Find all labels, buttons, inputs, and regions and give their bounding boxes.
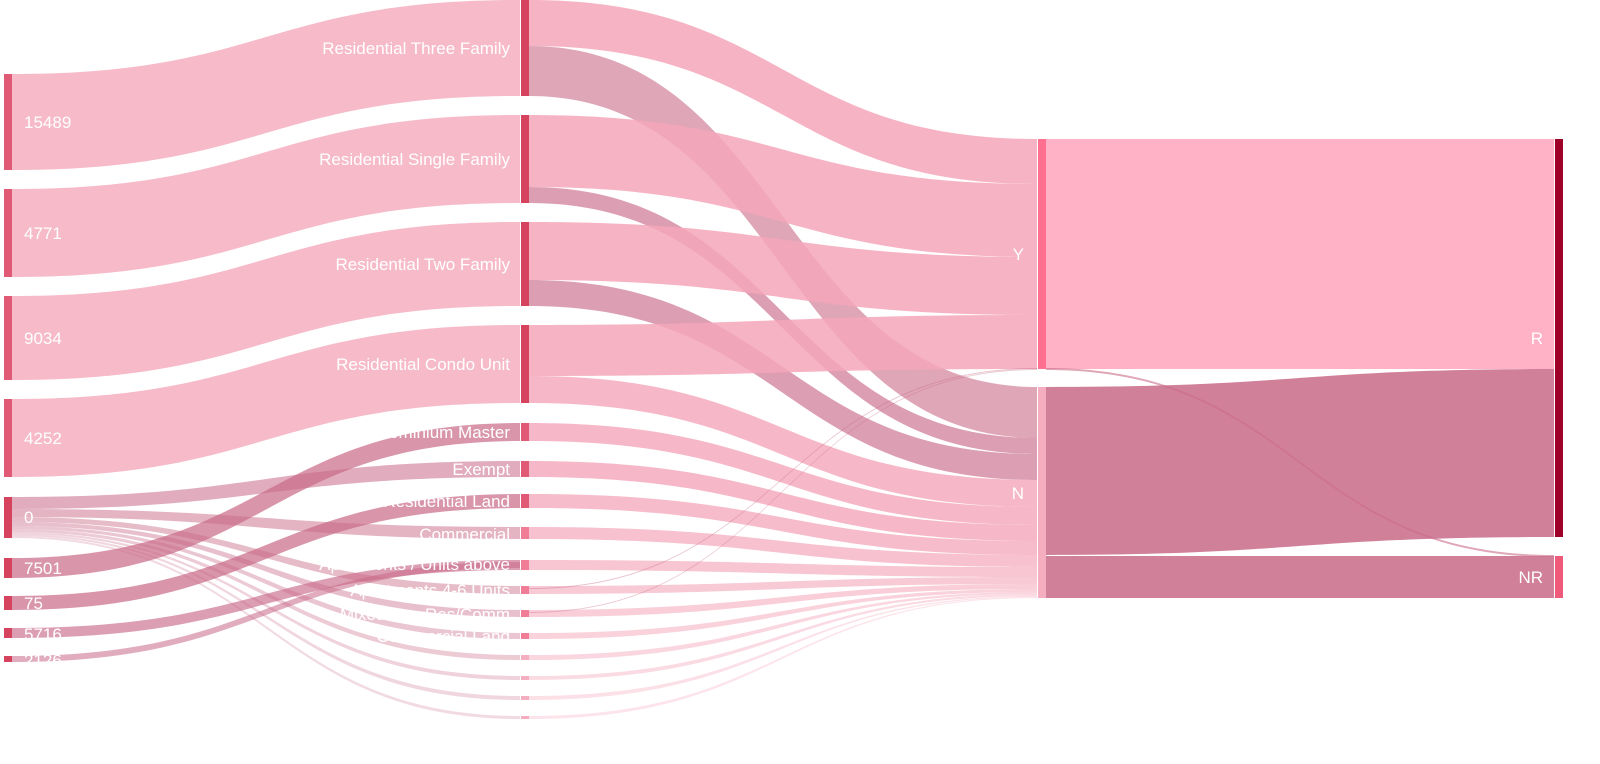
node-bar-apartments-7-30[interactable] <box>521 676 529 680</box>
node-bar-15489[interactable] <box>4 74 12 170</box>
link-apts-7-30-n <box>529 594 1037 680</box>
link-0-apts-7-30 <box>12 532 520 680</box>
node-bar-n[interactable] <box>1038 387 1046 598</box>
link-condo-unit-n <box>529 376 1037 507</box>
link-75-res-land <box>12 494 520 610</box>
node-label-7501: 7501 <box>24 559 62 578</box>
node-bar-commercial-land[interactable] <box>521 633 529 639</box>
link-industrial-n <box>529 592 1037 660</box>
node-label-n: N <box>1012 484 1024 503</box>
link-0-apts-30-plus <box>12 536 520 719</box>
node-bar-condominium-master[interactable] <box>521 423 529 441</box>
link-thin-y <box>529 368 1037 589</box>
node-label-2126: 2126 <box>24 651 62 670</box>
node-bar-75[interactable] <box>4 596 12 610</box>
node-label-y: Y <box>1013 245 1024 264</box>
node-bar-9034[interactable] <box>4 296 12 380</box>
node-bar-exempt-121a[interactable] <box>521 696 529 700</box>
node-layer <box>4 0 1563 719</box>
node-bar-2126[interactable] <box>4 656 12 662</box>
node-bar-y[interactable] <box>1038 139 1046 369</box>
node-bar-apartments-units-above[interactable] <box>521 560 529 570</box>
node-label-residential-condo-unit: Residential Condo Unit <box>336 355 510 374</box>
node-label-residential-single-family: Residential Single Family <box>319 150 510 169</box>
link-res-land-n <box>529 494 1037 555</box>
link-condo-unit-y <box>529 315 1037 376</box>
link-0-exempt <box>12 461 520 509</box>
label-layer: 15489 4771 9034 4252 0 7501 75 5716 2126… <box>24 39 1543 670</box>
node-label-residential-three-family: Residential Three Family <box>322 39 510 58</box>
link-0-exempt-121a <box>12 534 520 700</box>
link-two-family-y <box>529 222 1037 315</box>
node-bar-apartments-30-plus[interactable] <box>521 716 529 719</box>
link-layer <box>12 0 1554 719</box>
node-label-75: 75 <box>24 594 43 613</box>
node-bar-5716[interactable] <box>4 628 12 638</box>
node-label-exempt: Exempt <box>452 460 510 479</box>
node-bar-mixed-use[interactable] <box>521 610 529 617</box>
node-bar-4771[interactable] <box>4 189 12 277</box>
link-exempt-121a-n <box>529 596 1037 700</box>
node-bar-industrial[interactable] <box>521 655 529 660</box>
link-apts-30-plus-n <box>529 597 1037 719</box>
node-label-0: 0 <box>24 508 33 527</box>
node-label-9034: 9034 <box>24 329 62 348</box>
node-bar-apartments-4-6-units[interactable] <box>521 586 529 594</box>
link-7501-condo-master <box>12 423 520 578</box>
link-mixed-use-n <box>529 584 1037 617</box>
node-bar-4252[interactable] <box>4 399 12 477</box>
node-label-4252: 4252 <box>24 429 62 448</box>
link-two-family-n <box>529 280 1037 480</box>
node-label-residential-two-family: Residential Two Family <box>336 255 511 274</box>
link-4252-condo-unit <box>12 325 520 477</box>
node-bar-residential-single-family[interactable] <box>521 115 529 203</box>
node-label-commercial: Commercial <box>419 525 510 544</box>
node-label-condominium-master: Condominium Master <box>348 423 510 442</box>
link-n-nr <box>1046 556 1554 598</box>
node-label-5716: 5716 <box>24 625 62 644</box>
node-label-mixed-use: Mixed Use Res/Comm <box>340 605 510 624</box>
link-commercial-n <box>529 527 1037 567</box>
node-label-r: R <box>1531 329 1543 348</box>
node-label-apartments-units-above: Apartments / Units above <box>319 555 510 574</box>
node-bar-residential-condo-unit[interactable] <box>521 325 529 403</box>
node-bar-commercial[interactable] <box>521 527 529 539</box>
node-bar-7501[interactable] <box>4 558 12 578</box>
link-apts-4-6-n <box>529 577 1037 594</box>
link-apts-above-n <box>529 560 1037 577</box>
link-15489-three-family <box>12 0 520 170</box>
node-label-commercial-land: Commercial Land <box>377 627 510 646</box>
node-label-apartments-4-6-units: Apartments 4-6 Units <box>350 581 510 600</box>
link-single-family-y <box>529 115 1037 257</box>
node-bar-residential-two-family[interactable] <box>521 222 529 306</box>
link-0-commercial <box>12 509 520 539</box>
link-exempt-n <box>529 461 1037 541</box>
node-label-15489: 15489 <box>24 113 71 132</box>
node-label-4771: 4771 <box>24 224 62 243</box>
link-comm-land-n <box>529 589 1037 639</box>
link-condo-master-n <box>529 423 1037 525</box>
node-label-nr: NR <box>1518 568 1543 587</box>
node-bar-residential-three-family[interactable] <box>521 0 529 96</box>
node-bar-residential-land[interactable] <box>521 494 529 508</box>
node-bar-exempt[interactable] <box>521 461 529 477</box>
link-y-nr <box>1046 368 1554 557</box>
link-0-comm-land <box>12 526 520 639</box>
link-0-mixed-use <box>12 522 520 617</box>
link-thin-y-2 <box>529 369 1037 613</box>
link-5716-apts-above <box>12 560 520 638</box>
node-bar-0[interactable] <box>4 497 12 538</box>
node-bar-nr[interactable] <box>1555 556 1563 598</box>
link-2126-apts-above <box>12 562 520 662</box>
link-three-family-y <box>529 0 1037 184</box>
link-4771-single-family <box>12 115 520 277</box>
node-label-residential-land: Residential Land <box>383 492 510 511</box>
link-9034-two-family <box>12 222 520 380</box>
node-bar-r[interactable] <box>1555 139 1563 537</box>
link-y-r <box>1046 139 1554 369</box>
